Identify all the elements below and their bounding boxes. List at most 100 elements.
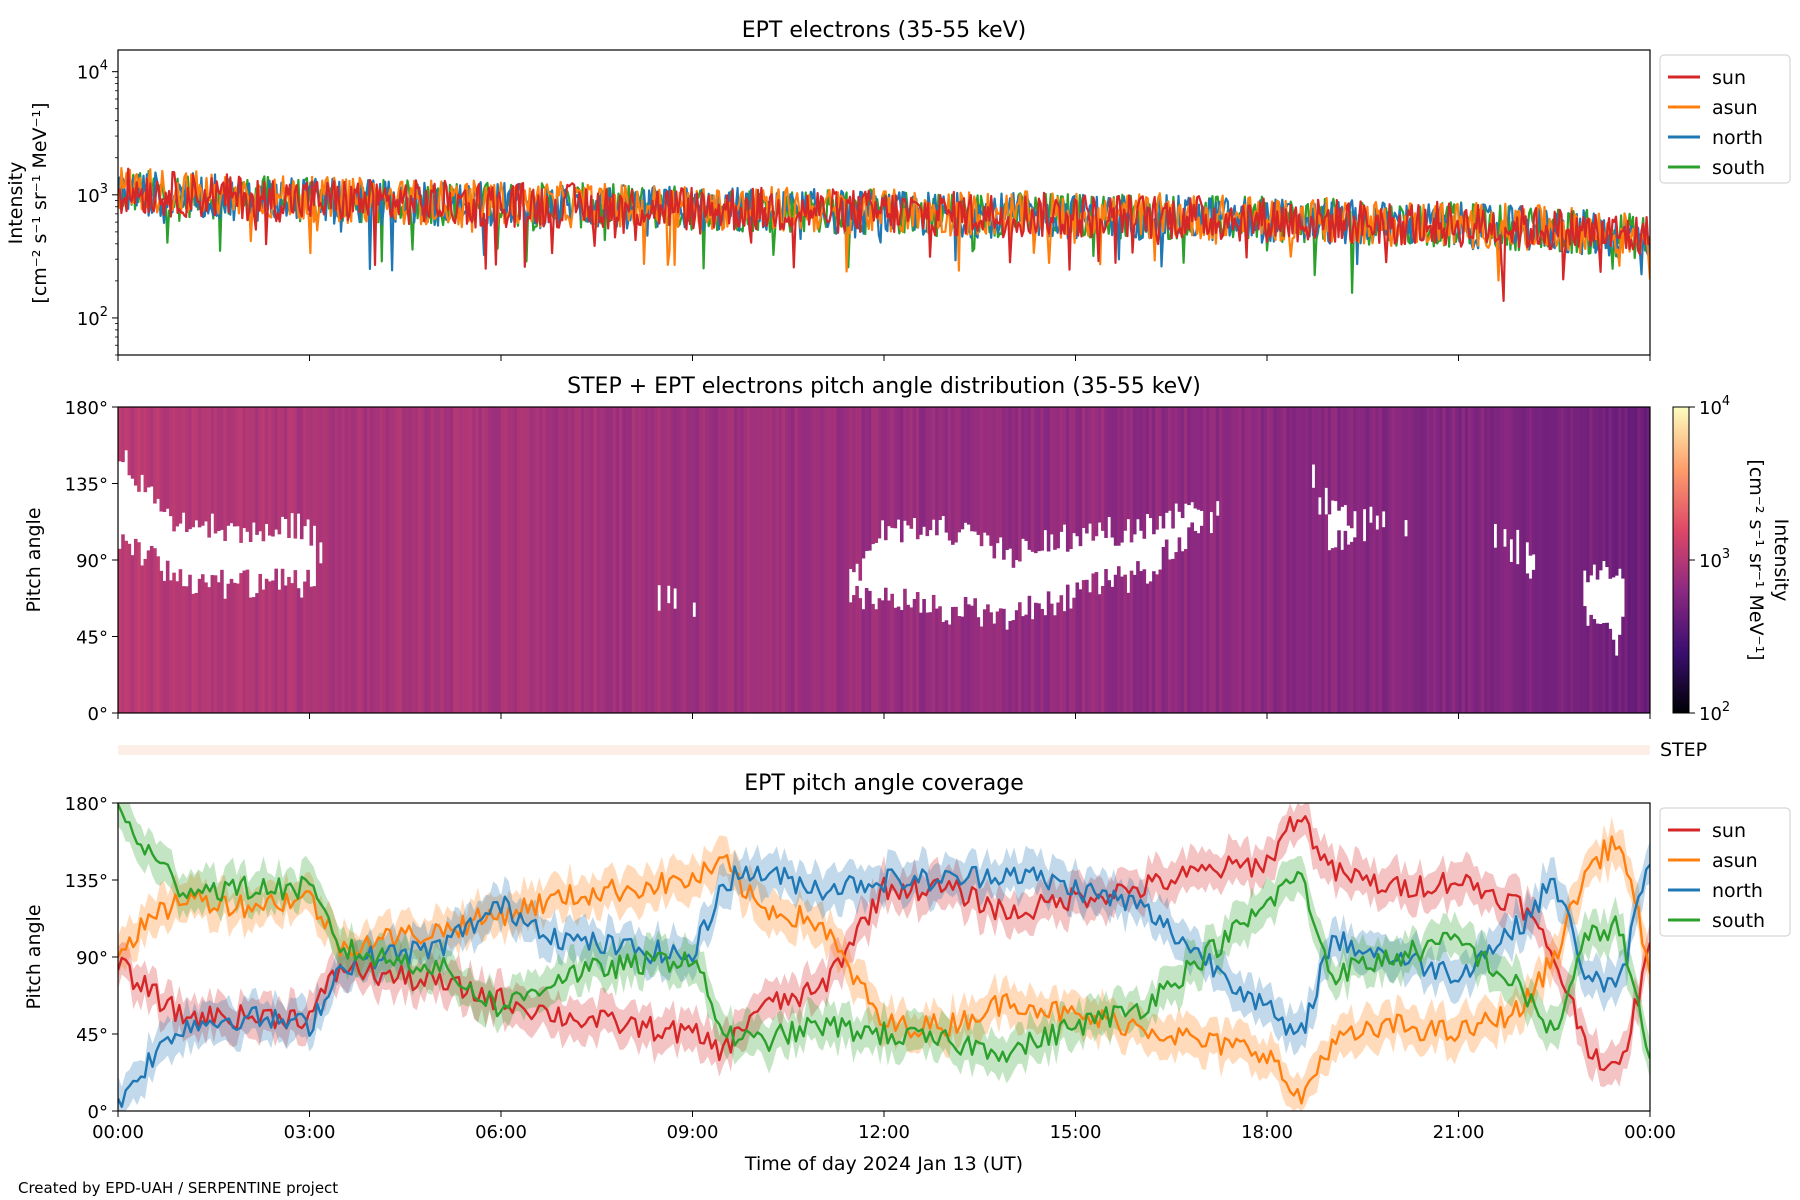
heatmap-cell — [896, 407, 901, 520]
heatmap-cell — [804, 407, 808, 713]
heatmap-cell — [1027, 595, 1032, 713]
heatmap-cell — [386, 407, 390, 713]
heatmap-cell — [296, 588, 301, 713]
heatmap-cell — [1088, 592, 1092, 713]
heatmap-cell — [938, 606, 942, 713]
heatmap-cell — [516, 407, 521, 713]
heatmap-cell — [1139, 571, 1143, 713]
heatmap-cell — [1515, 407, 1520, 530]
heatmap-cell — [1190, 522, 1194, 713]
heatmap-cell — [200, 574, 205, 713]
heatmap-cell — [848, 602, 853, 713]
heatmap-cell — [373, 407, 377, 713]
heatmap-cell — [197, 578, 202, 713]
heatmap-cell — [906, 604, 910, 713]
heatmap-cell — [472, 407, 476, 713]
panel1-legend: sun asun north south — [1659, 54, 1791, 184]
heatmap-cell — [1432, 407, 1437, 713]
heatmap-cell — [1458, 407, 1463, 713]
panel3-ylabel: Pitch angle — [23, 904, 45, 1009]
heatmap-cell — [185, 586, 189, 713]
heatmap-cell — [1193, 407, 1198, 509]
heatmap-cell — [1340, 407, 1344, 507]
heatmap-cell — [127, 543, 132, 713]
heatmap-cell — [893, 407, 898, 529]
x-axis-label: Time of day 2024 Jan 13 (UT) — [744, 1153, 1023, 1175]
heatmap-cell — [813, 407, 818, 713]
heatmap-cell — [347, 407, 352, 713]
heatmap-cell — [1496, 407, 1501, 713]
heatmap-cell — [1586, 625, 1590, 713]
heatmap-cell — [571, 407, 575, 713]
heatmap-cell — [1273, 407, 1277, 713]
heatmap-cell — [1327, 550, 1332, 713]
heatmap-cell — [657, 407, 661, 586]
heatmap-cell — [989, 612, 993, 713]
x-tick-label: 00:00 — [92, 1122, 144, 1143]
legend-label-south: south — [1712, 157, 1765, 179]
heatmap-cell — [682, 407, 687, 713]
heatmap-cell — [1046, 407, 1051, 552]
heatmap-cell — [376, 407, 381, 713]
heatmap-cell — [887, 600, 891, 713]
heatmap-cell — [1078, 407, 1083, 547]
heatmap-cell — [1286, 407, 1290, 713]
heatmap-cell — [1311, 407, 1316, 465]
heatmap-cell — [354, 407, 358, 713]
heatmap-cell — [1142, 407, 1147, 539]
heatmap-cell — [1120, 576, 1124, 713]
heatmap-cell — [1369, 522, 1373, 713]
heatmap-cell — [1257, 407, 1262, 713]
heatmap-cell — [261, 589, 266, 713]
y-tick-label: 103 — [77, 182, 108, 207]
panel1-x-ticks — [117, 355, 1651, 361]
heatmap-cell — [1235, 407, 1239, 713]
legend-label-south: south — [1712, 910, 1765, 932]
heatmap-cell — [1049, 407, 1054, 535]
heatmap-cell — [1075, 407, 1080, 537]
heatmap-cell — [1145, 583, 1150, 713]
heatmap-cell — [986, 407, 990, 536]
heatmap-cell — [191, 407, 195, 528]
heatmap-cell — [555, 407, 559, 713]
heatmap-cell — [868, 590, 872, 713]
series-line-sun — [118, 167, 1650, 302]
heatmap-cell — [692, 616, 697, 713]
heatmap-cell — [1215, 407, 1220, 502]
heatmap-cell — [998, 407, 1003, 538]
heatmap-cell — [666, 407, 671, 586]
heatmap-cell — [778, 407, 783, 713]
heatmap-cell — [1136, 561, 1140, 713]
heatmap-cell — [1388, 407, 1392, 713]
heatmap-cell — [899, 407, 904, 543]
heatmap-cell — [204, 582, 208, 713]
heatmap-cell — [360, 407, 365, 713]
heatmap-cell — [1349, 407, 1354, 529]
heatmap-cell — [462, 407, 467, 713]
heatmap-cell — [293, 407, 298, 539]
heatmap-cell — [1586, 407, 1590, 583]
heatmap-cell — [1621, 407, 1625, 579]
heatmap-cell — [1155, 574, 1159, 713]
heatmap-cell — [1113, 574, 1118, 713]
heatmap-cell — [1461, 407, 1466, 713]
heatmap-cell — [1282, 407, 1287, 713]
heatmap-cell — [1343, 530, 1348, 713]
heatmap-cell — [871, 407, 875, 545]
heatmap-cell — [1024, 407, 1029, 541]
heatmap-cell — [1171, 558, 1175, 713]
heatmap-cell — [1139, 407, 1143, 531]
heatmap-cell — [175, 581, 180, 713]
heatmap-cell — [1330, 407, 1335, 501]
heatmap-cell — [1595, 623, 1600, 713]
heatmap-cell — [532, 407, 537, 713]
heatmap-cell — [178, 569, 183, 713]
heatmap-cell — [446, 407, 451, 713]
heatmap-cell — [1484, 407, 1488, 713]
colorbar-label-1: Intensity — [1770, 519, 1792, 602]
heatmap-cell — [1551, 407, 1555, 713]
heatmap-cell — [350, 407, 355, 713]
heatmap-cell — [858, 407, 863, 581]
heatmap-cell — [1180, 407, 1185, 519]
heatmap-cell — [1375, 407, 1380, 516]
